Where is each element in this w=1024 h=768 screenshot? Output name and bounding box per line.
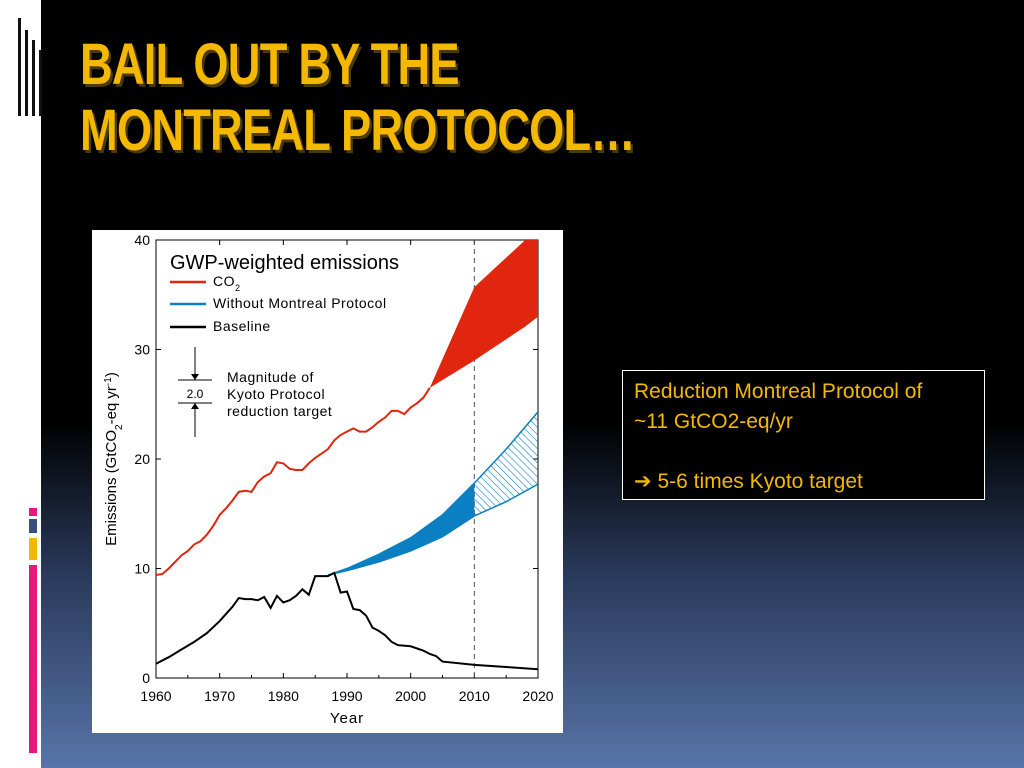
accent-bar-yellow — [29, 538, 37, 560]
without-mp-band — [327, 483, 475, 576]
callout-box: Reduction Montreal Protocol of ~11 GtCO2… — [622, 370, 985, 500]
co2-projection-band — [429, 240, 538, 388]
x-axis-label: Year — [330, 710, 364, 727]
without-mp-lower-line — [327, 483, 538, 576]
title-line-1: BAIL OUT BY THE — [80, 32, 460, 97]
accent-bar-pink — [29, 508, 37, 516]
y-tick-label: 20 — [134, 451, 150, 467]
y-axis-label: Emissions (GtCO2-eq yr-1) — [103, 372, 125, 546]
y-tick-label: 10 — [134, 561, 150, 577]
slide-title: BAIL OUT BY THE MONTREAL PROTOCOL… — [80, 32, 636, 164]
x-tick-label: 2000 — [395, 688, 426, 704]
accent-bar-pink-long — [29, 565, 37, 753]
kyoto-caption-line: Kyoto Protocol — [227, 386, 325, 402]
x-tick-label: 1970 — [204, 688, 235, 704]
kyoto-caption-line: reduction target — [227, 403, 332, 419]
kyoto-caption-line: Magnitude of — [227, 369, 314, 385]
accent-bar-blue — [29, 519, 37, 533]
arrow-icon: ➔ — [634, 470, 652, 493]
callout-line-3-text: 5-6 times Kyoto target — [657, 470, 863, 493]
emissions-chart: 1960 1970 1980 1990 2000 2010 2020 0 10 20 30 40 Yea… — [92, 230, 563, 733]
legend-label: Without Montreal Protocol — [213, 295, 387, 311]
x-tick-label: 1960 — [140, 688, 171, 704]
callout-line-1: Reduction Montreal Protocol of — [634, 380, 923, 403]
kyoto-value: 2.0 — [187, 387, 204, 401]
callout-line-3: ➔ 5-6 times Kyoto target — [634, 467, 974, 497]
without-mp-band-hatched — [474, 411, 538, 516]
legend-label: Baseline — [213, 318, 271, 334]
y-tick-label: 30 — [134, 342, 150, 358]
kyoto-arrowhead-top — [191, 374, 199, 380]
x-tick-label: 2010 — [459, 688, 490, 704]
y-tick-label: 40 — [134, 232, 150, 248]
without-mp-upper-line — [327, 411, 538, 576]
y-tick-label: 0 — [142, 670, 150, 686]
chart-title: GWP-weighted emissions — [170, 252, 399, 274]
baseline-line — [156, 571, 538, 671]
plot-area — [156, 240, 538, 678]
decor-lines — [18, 0, 42, 120]
x-tick-label: 1980 — [268, 688, 299, 704]
x-tick-label: 1990 — [331, 688, 362, 704]
legend-label: CO2 — [213, 273, 241, 293]
title-line-2: MONTREAL PROTOCOL… — [80, 98, 636, 163]
x-tick-label: 2020 — [522, 688, 553, 704]
co2-line — [156, 387, 431, 577]
chart-svg: 1960 1970 1980 1990 2000 2010 2020 0 10 20 30 40 Yea… — [103, 232, 554, 727]
callout-line-2: ~11 GtCO2-eq/yr — [634, 410, 793, 433]
